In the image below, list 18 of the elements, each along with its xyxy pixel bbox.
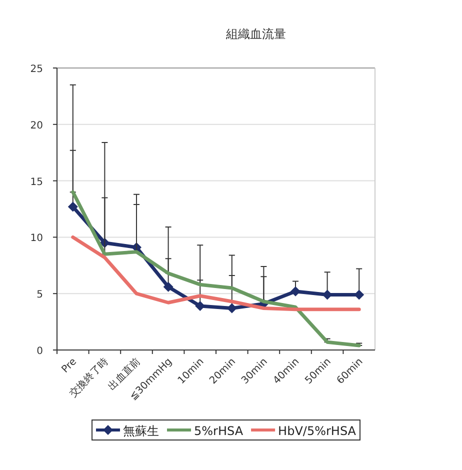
y-tick-label: 20 [30, 120, 43, 132]
point [354, 290, 364, 300]
y-tick-label: 5 [36, 290, 43, 301]
x-tick-label: Pre [60, 356, 80, 376]
point [226, 303, 237, 314]
line-series [71, 190, 361, 348]
point [163, 282, 174, 292]
legend-label: 5%rHSA [194, 424, 244, 438]
legend-label: 無蘇生 [123, 424, 160, 438]
y-tick-label: 10 [30, 233, 43, 244]
y-tick-label: 0 [36, 346, 43, 357]
y-tick-label: 15 [30, 176, 43, 188]
point [68, 202, 78, 212]
y-tick-label: 25 [30, 64, 43, 75]
legend-label: HbV/5%rHSA [278, 424, 357, 438]
point [290, 286, 300, 296]
chart-title: 組織血流量 [225, 27, 286, 41]
line-series [71, 235, 361, 312]
